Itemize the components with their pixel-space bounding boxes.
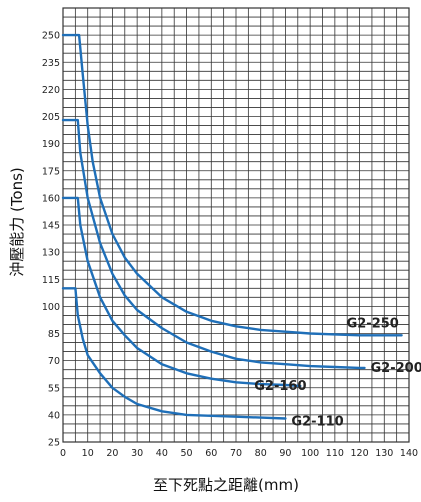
x-tick-label: 130 [375,448,393,459]
y-tick-label: 100 [42,302,60,313]
y-tick-label: 130 [42,248,60,259]
y-tick-label: 70 [48,356,60,367]
y-tick-label: 205 [42,112,60,123]
y-axis-title: 沖壓能力 (Tons) [8,167,26,277]
x-tick-label: 140 [400,448,418,459]
series-label-g2-160: G2-160 [254,379,306,394]
series-line-g2-250 [61,33,403,337]
y-tick-label: 25 [48,438,60,449]
y-tick-label: 235 [42,58,60,69]
y-tick-label: 190 [42,139,60,150]
x-tick-label: 100 [301,448,319,459]
y-tick-label: 85 [48,329,60,340]
y-tick-label: 145 [42,221,60,232]
series-label-g2-250: G2-250 [347,316,399,331]
x-tick-label: 10 [82,448,94,459]
y-tick-label: 175 [42,166,60,177]
grid [62,7,410,443]
series-lines [61,33,403,420]
series-line-g2-200 [61,118,366,370]
series-label-g2-200: G2-200 [371,361,421,376]
y-tick-label: 160 [42,193,60,204]
y-tick-label: 40 [48,410,60,421]
series-line-g2-160 [61,196,302,388]
series-labels: G2-250 G2-200 G2-160 G2-110 [254,316,421,429]
y-tick-label: 250 [42,31,60,42]
series-label-g2-110: G2-110 [291,414,343,429]
y-tick-label: 115 [42,275,60,286]
x-tick-label: 120 [351,448,369,459]
x-tick-label: 60 [205,448,217,459]
y-tick-label: 220 [42,85,60,96]
x-tick-label: 80 [255,448,267,459]
x-tick-label: 90 [279,448,291,459]
x-tick-label: 110 [326,448,344,459]
x-tick-label: 70 [230,448,242,459]
x-tick-label: 50 [181,448,193,459]
y-tick-label: 55 [48,383,60,394]
x-tick-label: 20 [106,448,118,459]
x-tick-label: 30 [131,448,143,459]
tick-labels: 0 10 20 30 40 50 60 70 80 90 100 110 120 130 140 25 40 55… [42,31,418,459]
series-line-g2-110 [61,287,287,420]
x-tick-label: 0 [60,448,66,459]
x-tick-label: 40 [156,448,168,459]
x-axis-title: 至下死點之距離(mm) [153,476,299,494]
